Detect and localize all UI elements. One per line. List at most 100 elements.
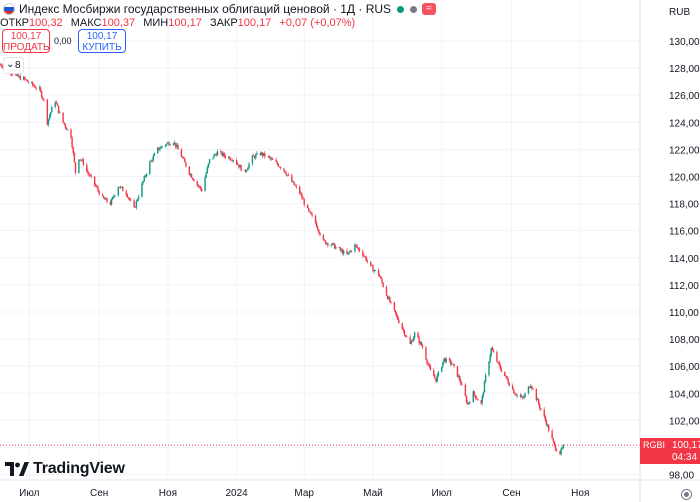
- tradingview-logo-icon: [5, 462, 29, 476]
- candle-body: [311, 214, 313, 216]
- candle-body: [389, 297, 391, 303]
- candle-body: [141, 183, 143, 197]
- x-tick-label: Ноя: [159, 488, 177, 499]
- candle-body: [143, 176, 145, 182]
- candle-body: [338, 246, 340, 248]
- candle-body: [507, 379, 509, 384]
- candle-body: [379, 275, 381, 277]
- candle-body: [59, 112, 61, 114]
- candle-body: [442, 362, 444, 368]
- candle-body: [158, 147, 160, 150]
- candle-body: [515, 394, 517, 396]
- candle-body: [356, 245, 358, 248]
- candle-body: [133, 200, 135, 207]
- candle-body: [301, 194, 303, 199]
- candle-body: [101, 194, 104, 196]
- candle-body: [523, 396, 525, 398]
- candle-body: [223, 153, 225, 156]
- x-tick-label: Июл: [432, 488, 452, 499]
- candle-body: [212, 157, 214, 159]
- candle-body: [420, 341, 423, 346]
- price-axis[interactable]: 130,00 128,00 126,00 124,00 122,00 120,00 118,…: [639, 0, 700, 502]
- symbol-title[interactable]: Индекс Мосбиржи государственных облигаци…: [19, 2, 392, 16]
- candle-body: [350, 250, 353, 252]
- candle-body: [551, 430, 553, 439]
- data-badge-icon[interactable]: ≈: [422, 3, 437, 15]
- y-tick-label: 126,00: [669, 91, 700, 102]
- candle-body: [30, 82, 33, 83]
- candle-body: [514, 393, 516, 395]
- candle-body: [39, 87, 42, 92]
- candle-body: [268, 156, 270, 158]
- candle-body: [247, 167, 249, 170]
- candle-body: [207, 163, 210, 168]
- candle-body: [215, 154, 218, 156]
- candle-body: [240, 165, 242, 171]
- tradingview-logo[interactable]: TradingView: [5, 460, 125, 478]
- buy-button[interactable]: 100,17 КУПИТЬ: [78, 29, 126, 53]
- candle-body: [278, 166, 281, 168]
- candle-body: [208, 158, 211, 164]
- candle-body: [125, 191, 127, 195]
- candle-body: [134, 206, 136, 208]
- candle-body: [472, 391, 474, 403]
- price-tag-symbol: RGBI: [643, 440, 666, 451]
- candle-body: [530, 385, 532, 388]
- candle-body: [380, 276, 382, 279]
- candle-body: [185, 162, 187, 167]
- candle-body: [137, 196, 140, 200]
- candle-body: [519, 394, 522, 397]
- indicators-toggle-button[interactable]: ⌄ 8: [3, 57, 24, 74]
- candle-body: [161, 146, 163, 148]
- candle-body: [135, 200, 138, 208]
- chevron-down-icon: ⌄: [6, 59, 15, 70]
- candle-body: [314, 215, 317, 223]
- candle-body: [54, 102, 56, 107]
- candle-body: [406, 336, 408, 338]
- candle-body: [308, 208, 310, 211]
- candle-body: [552, 438, 554, 442]
- candle-body: [275, 159, 277, 162]
- sell-button[interactable]: 100,17 ПРОДАТЬ: [2, 29, 50, 53]
- candle-body: [450, 360, 452, 365]
- delayed-data-dot-icon: [410, 5, 418, 13]
- candle-body: [456, 366, 459, 377]
- candle-body: [200, 188, 203, 192]
- candle-body: [511, 385, 514, 390]
- candle-body: [482, 392, 485, 396]
- sell-price: 100,17: [10, 31, 42, 42]
- candle-body: [86, 164, 88, 172]
- candle-body: [498, 361, 500, 365]
- last-price-tag: RGBI 100,17 04:34: [640, 438, 700, 465]
- candle-body: [294, 185, 296, 186]
- candle-body: [150, 160, 152, 162]
- time-axis[interactable]: Июл Сен Ноя 2024 Мар Май Июл Сен Ноя: [0, 479, 700, 499]
- currency-label[interactable]: RUB: [669, 7, 690, 18]
- candle-body: [433, 370, 435, 377]
- candle-body: [310, 211, 312, 215]
- candle-body: [437, 371, 440, 376]
- candle-body: [505, 375, 507, 377]
- candle-body: [89, 175, 91, 177]
- candle-body: [539, 404, 541, 409]
- candle-body: [540, 408, 542, 410]
- price-tag-value: 100,17: [672, 440, 700, 452]
- candle-body: [118, 187, 121, 188]
- candle-body: [70, 129, 72, 138]
- candle-body: [206, 167, 209, 174]
- chart-settings-icon[interactable]: [681, 489, 692, 500]
- candle-body: [252, 155, 255, 157]
- candle-body: [198, 186, 201, 187]
- candle-body: [477, 399, 479, 401]
- candle-body: [169, 144, 171, 146]
- y-tick-label: 106,00: [669, 362, 700, 373]
- candle-body: [1, 65, 3, 68]
- candle-body: [114, 195, 116, 197]
- candle-body: [545, 420, 548, 426]
- y-tick-label: 128,00: [669, 64, 700, 75]
- candle-body: [71, 137, 73, 148]
- candle-body: [79, 159, 81, 161]
- candle-body: [205, 173, 207, 178]
- candle-body: [167, 142, 169, 144]
